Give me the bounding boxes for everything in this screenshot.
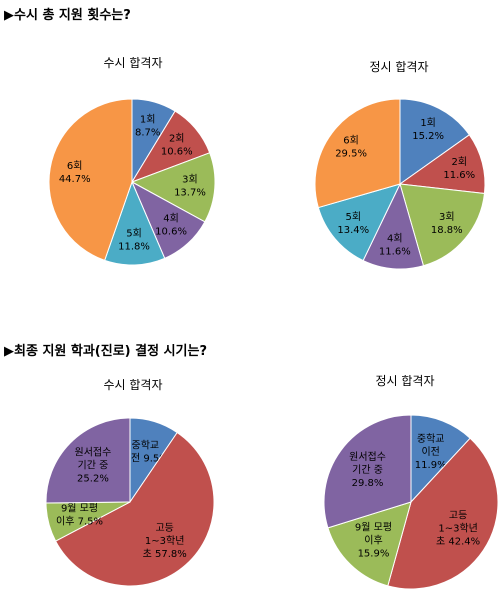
slice-label: 5회 11.8% — [118, 228, 150, 253]
pie-slice — [410, 414, 471, 504]
slice-label: 4회 11.6% — [379, 232, 411, 257]
pie-slice — [130, 152, 216, 223]
pie-slice — [387, 437, 499, 590]
slice-label: 중학교 이전 11.9% — [415, 433, 447, 471]
chart-title-3: 수시 합격자 — [103, 378, 163, 392]
pie-slice — [317, 183, 401, 262]
pie-slice — [54, 431, 215, 587]
section-heading-decision-timing: ▶최종 지원 학과(진로) 결정 시기는? — [4, 344, 208, 359]
pie-slice — [314, 98, 401, 209]
slice-label: 9월 모평 이후 15.9% — [355, 522, 392, 560]
slice-label: 3회 18.8% — [431, 211, 463, 236]
slice-label: 6회 44.7% — [59, 160, 91, 185]
slice-label: 9월 모평 이후 7.5% — [56, 502, 103, 527]
slice-label: 5회 13.4% — [337, 211, 369, 236]
slice-label: 4회 10.6% — [155, 213, 187, 238]
slice-label: 고등 1~3학년 초 57.8% — [143, 522, 187, 560]
pie-slice — [362, 182, 425, 270]
pie-slice — [45, 417, 131, 504]
pie-slice — [398, 134, 486, 195]
pie-slice — [323, 414, 412, 529]
pie-slice — [48, 98, 133, 262]
slice-label: 고등 1~3학년 초 42.4% — [436, 509, 480, 547]
chart-title-2: 정시 합격자 — [369, 60, 429, 74]
slice-label: 6회 29.5% — [335, 135, 367, 160]
pie-slice — [327, 501, 412, 587]
pie-slice — [399, 98, 471, 185]
section-heading-application-count: ▶수시 총 지원 횟수는? — [4, 8, 131, 23]
pie-chart-2: 1회 15.2% 2회 11.6% 3회 18.8% 4회 11.6% 5회 13.4% 6회 29.… — [314, 98, 486, 270]
pie-slice — [104, 180, 166, 266]
slice-label: 1회 15.2% — [412, 117, 444, 142]
chart-title-1: 수시 합격자 — [103, 56, 163, 70]
chart-title-4: 정시 합격자 — [375, 374, 435, 388]
slice-label: 원서접수 기간 중 29.8% — [349, 451, 386, 489]
slice-label: 2회 11.6% — [443, 156, 475, 181]
slice-label: 3회 13.7% — [174, 174, 206, 199]
pie-chart-1: 1회 8.7%2회 10.6% 3회 13.7% 4회 10.6%5회 11.8% 6회 44.7… — [48, 98, 216, 266]
slice-label: 원서접수 기간 중 25.2% — [75, 446, 112, 484]
pie-chart-4: 중학교 이전 11.9% 고등 1~3학년 초 42.4% 9월 모평 이후 15.9% 원서접수… — [323, 414, 499, 590]
slice-label: 1회 8.7% — [135, 114, 160, 139]
pie-chart-3: 중학교 이전 9.5%고등 1~3학년 초 57.8%9월 모평 이후 7.5%원서접수… — [45, 417, 215, 587]
pie-slice — [399, 183, 486, 267]
slice-label: 2회 10.6% — [161, 132, 193, 157]
